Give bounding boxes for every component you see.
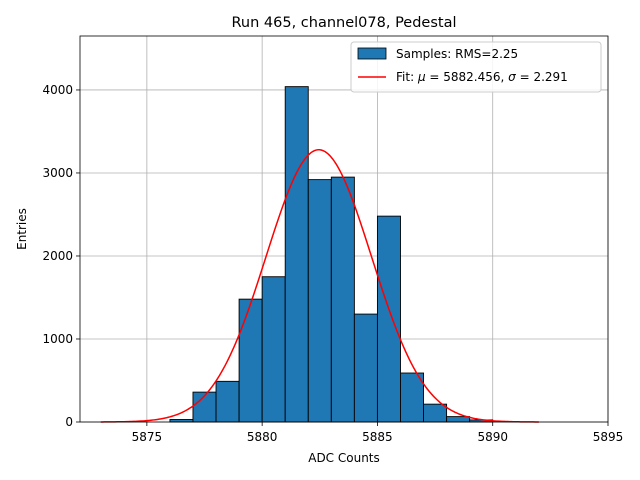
- legend-samples-label: Samples: RMS=2.25: [396, 47, 518, 61]
- histogram-bar: [446, 416, 471, 423]
- histogram-bar: [215, 380, 240, 423]
- histogram-bar: [400, 372, 424, 423]
- legend-samples-swatch: [357, 47, 387, 60]
- legend-sigma-value: = 2.291: [516, 70, 568, 84]
- y-axis-label: Entries: [15, 208, 29, 250]
- y-tick-label: 3000: [42, 166, 73, 180]
- y-tick-label: 2000: [42, 249, 73, 263]
- x-tick-label: 5895: [593, 430, 624, 444]
- histogram-bar: [284, 86, 309, 423]
- y-tick-label: 0: [65, 415, 73, 429]
- chart-title: Run 465, channel078, Pedestal: [231, 15, 456, 31]
- legend-sigma-symbol: σ: [508, 70, 516, 84]
- histogram-bar: [330, 176, 355, 423]
- legend: Samples: RMS=2.25 Fit: μ = 5882.456, σ =…: [350, 41, 602, 93]
- histogram-bar: [307, 179, 332, 423]
- legend-mu-symbol: μ: [417, 70, 426, 84]
- y-tick-label: 1000: [42, 332, 73, 346]
- x-tick-label: 5885: [362, 430, 393, 444]
- x-tick-label: 5875: [132, 430, 163, 444]
- histogram-bar: [261, 276, 286, 423]
- x-tick-label: 5880: [247, 430, 278, 444]
- x-tick-label: 5890: [477, 430, 508, 444]
- plot-frame: [79, 35, 609, 423]
- legend-fit-label: Fit: μ = 5882.456, σ = 2.291: [396, 70, 568, 84]
- histogram-bar: [238, 298, 263, 423]
- legend-box: [350, 41, 602, 93]
- histogram-bar: [423, 403, 448, 423]
- y-axis-ticks: 0 1000 2000 3000 4000: [42, 83, 80, 429]
- legend-fit-prefix: Fit:: [396, 70, 418, 84]
- legend-mu-value: = 5882.456,: [426, 70, 509, 84]
- histogram-bar: [353, 313, 378, 423]
- histogram-bars: [169, 86, 494, 423]
- x-axis-ticks: 5875 5880 5885 5890 5895: [132, 422, 624, 444]
- histogram-bar: [376, 215, 401, 423]
- x-axis-label: ADC Counts: [308, 451, 380, 465]
- y-tick-label: 4000: [42, 83, 73, 97]
- gaussian-fit-curve: [100, 149, 539, 423]
